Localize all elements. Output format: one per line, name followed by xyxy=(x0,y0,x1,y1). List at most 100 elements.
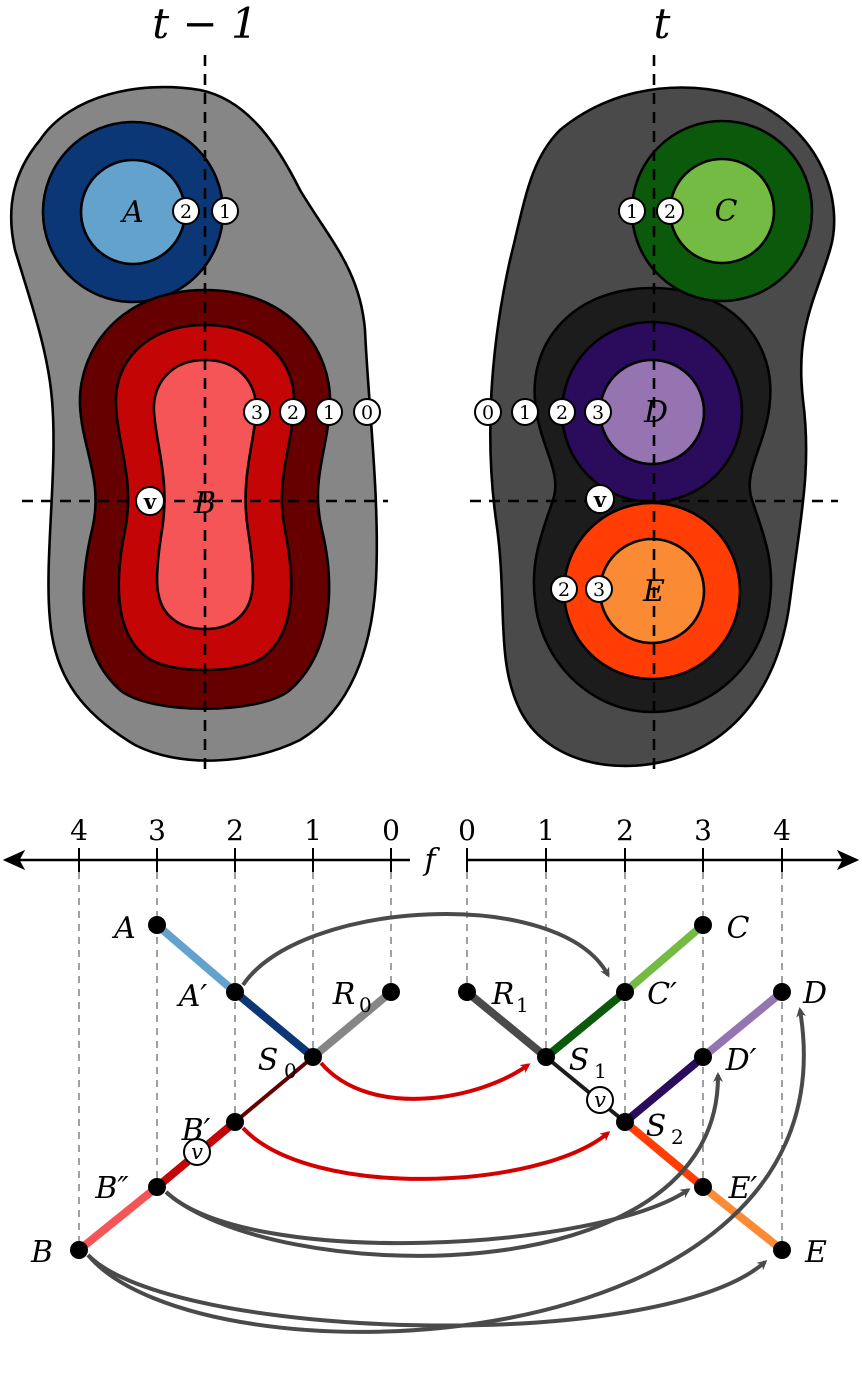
svg-text:3: 3 xyxy=(592,402,604,424)
badge-c-1: 1 xyxy=(619,198,645,224)
svg-text:v: v xyxy=(594,1088,606,1112)
node-e xyxy=(773,1241,791,1259)
arrow-a1-to-c1 xyxy=(243,914,608,985)
svg-text:v: v xyxy=(143,489,157,514)
left-vertex-v: v xyxy=(136,487,164,515)
badge-e-2: 2 xyxy=(551,576,577,602)
label-c: C xyxy=(727,911,750,946)
node-a1 xyxy=(226,983,244,1001)
right-panel-title: t xyxy=(654,0,671,48)
badge-d-0: 0 xyxy=(475,399,501,425)
svg-text:S: S xyxy=(569,1043,590,1078)
svg-text:3: 3 xyxy=(593,579,605,601)
arrow-b1-to-s2 xyxy=(243,1128,608,1179)
label-b-prime: B′ xyxy=(181,1113,211,1148)
label-c-prime: C′ xyxy=(647,977,677,1012)
svg-text:v: v xyxy=(593,487,607,512)
label-d: D xyxy=(802,976,827,1011)
f-axis: f 4 3 2 1 0 0 1 2 3 4 xyxy=(4,814,858,878)
badge-b-0: 0 xyxy=(354,399,380,425)
tick-label-right-1: 1 xyxy=(537,814,555,847)
label-d-prime: D′ xyxy=(725,1043,757,1078)
label-s0: S 0 xyxy=(258,1043,297,1083)
badge-a-2: 2 xyxy=(173,198,199,224)
svg-text:1: 1 xyxy=(519,402,531,424)
svg-text:0: 0 xyxy=(359,993,372,1017)
node-b2 xyxy=(148,1178,166,1196)
label-e: E xyxy=(804,1235,827,1270)
svg-text:1: 1 xyxy=(594,1059,607,1083)
tree-labels: A A′ S 0 R 0 B′ B″ B C C′ R 1 S 1 D D′ S… xyxy=(30,911,827,1270)
right-vertex-v: v xyxy=(586,485,614,513)
tick-label-right-2: 2 xyxy=(616,814,634,847)
label-r0: R 0 xyxy=(332,977,372,1017)
svg-text:3: 3 xyxy=(251,402,263,424)
svg-text:2: 2 xyxy=(558,579,570,601)
node-d1 xyxy=(694,1048,712,1066)
node-s1 xyxy=(537,1048,555,1066)
node-c xyxy=(694,916,712,934)
badge-d-1: 1 xyxy=(512,399,538,425)
region-a-label: A xyxy=(119,195,144,230)
tick-label-right-4: 4 xyxy=(773,814,791,847)
badge-d-2: 2 xyxy=(549,399,575,425)
node-b xyxy=(70,1241,88,1259)
label-a: A xyxy=(111,911,136,946)
svg-text:1: 1 xyxy=(323,402,335,424)
svg-text:1: 1 xyxy=(219,201,231,223)
badge-e-3: 3 xyxy=(586,576,612,602)
svg-text:0: 0 xyxy=(482,402,494,424)
svg-text:0: 0 xyxy=(361,402,373,424)
badge-a-1: 1 xyxy=(212,198,238,224)
guide-lines xyxy=(79,872,782,1250)
label-e-prime: E′ xyxy=(728,1171,758,1206)
arrow-s0-to-s1 xyxy=(321,1063,528,1099)
tick-label-left-3: 3 xyxy=(148,814,166,847)
svg-text:R: R xyxy=(332,977,356,1012)
node-c1 xyxy=(616,983,634,1001)
axis-f-label: f xyxy=(422,843,440,878)
badge-d-3: 3 xyxy=(585,399,611,425)
node-e1 xyxy=(694,1178,712,1196)
svg-text:2: 2 xyxy=(556,402,568,424)
tree-vertex-v-right: v xyxy=(587,1087,613,1113)
label-s1: S 1 xyxy=(569,1043,607,1083)
tick-label-left-0: 0 xyxy=(382,814,400,847)
region-c-label: C xyxy=(715,194,738,229)
tick-label-right-0: 0 xyxy=(458,814,476,847)
svg-text:2: 2 xyxy=(287,402,299,424)
badge-c-2: 2 xyxy=(657,198,683,224)
tick-label-left-4: 4 xyxy=(70,814,88,847)
region-d-label: D xyxy=(643,395,668,430)
svg-text:0: 0 xyxy=(284,1059,297,1083)
label-r1: R 1 xyxy=(491,977,529,1017)
label-s2: S 2 xyxy=(646,1109,684,1149)
svg-text:1: 1 xyxy=(516,993,529,1017)
svg-text:1: 1 xyxy=(626,201,638,223)
node-r0 xyxy=(382,983,400,1001)
svg-text:S: S xyxy=(258,1043,279,1078)
badge-b-3: 3 xyxy=(244,399,270,425)
node-b1 xyxy=(226,1113,244,1131)
tick-label-left-1: 1 xyxy=(304,814,322,847)
label-b-double-prime: B″ xyxy=(94,1171,129,1206)
badge-b-1: 1 xyxy=(316,399,342,425)
node-d xyxy=(773,983,791,1001)
node-s0 xyxy=(304,1048,322,1066)
label-b: B xyxy=(30,1235,53,1270)
tick-label-left-2: 2 xyxy=(226,814,244,847)
svg-text:2: 2 xyxy=(671,1125,684,1149)
arrow-b2-to-e1 xyxy=(166,1190,688,1243)
label-a-prime: A′ xyxy=(176,979,208,1014)
badge-b-2: 2 xyxy=(280,399,306,425)
svg-text:S: S xyxy=(646,1109,667,1144)
left-panel-title: t − 1 xyxy=(152,0,258,48)
svg-text:2: 2 xyxy=(180,201,192,223)
tick-label-right-3: 3 xyxy=(694,814,712,847)
node-s2 xyxy=(616,1113,634,1131)
left-panel: A B 2 1 3 2 1 0 xyxy=(11,55,388,770)
right-panel: C D E 1 2 0 1 2 xyxy=(470,55,838,770)
svg-text:R: R xyxy=(491,977,515,1012)
